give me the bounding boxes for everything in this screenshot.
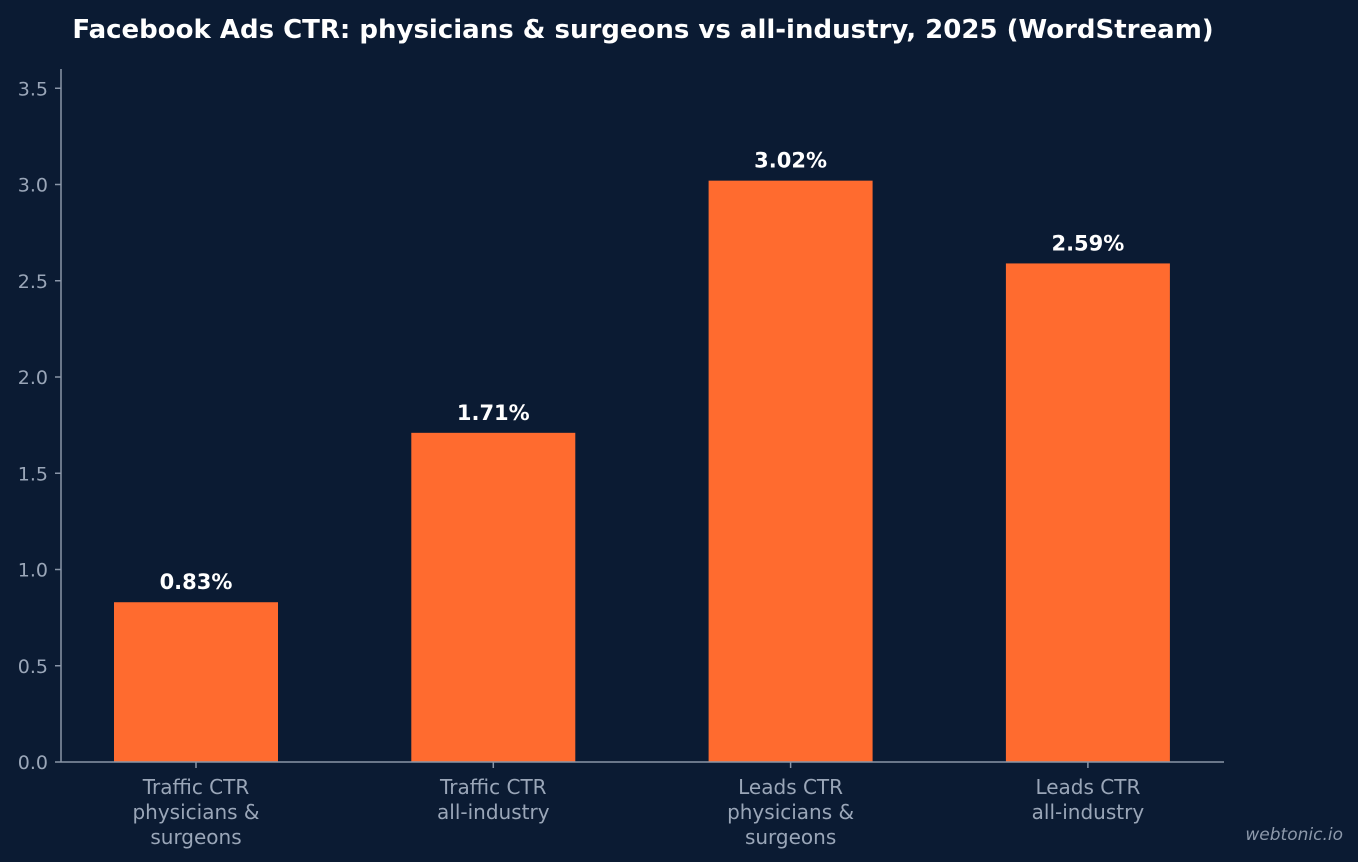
x-category-label: Leads CTR — [1035, 775, 1140, 799]
bar — [1005, 263, 1170, 762]
bar-group: 0.83% 1.71% 3.02% 2.59% — [114, 149, 1170, 762]
bar-value-label: 1.71% — [457, 401, 530, 425]
x-category-label: Leads CTR — [738, 775, 843, 799]
y-tick-label: 0.0 — [18, 752, 48, 774]
y-axis: 0.0 0.5 1.0 1.5 2.0 2.5 3.0 3.5 — [18, 69, 62, 774]
y-tick-label: 3.5 — [18, 78, 48, 100]
x-category-label: all-industry — [1032, 800, 1145, 824]
bar-value-label: 3.02% — [754, 149, 827, 173]
y-tick-label: 2.0 — [18, 367, 48, 389]
bar — [114, 602, 278, 762]
chart-title: Facebook Ads CTR: physicians & surgeons … — [72, 15, 1213, 45]
y-tick-label: 0.5 — [18, 656, 48, 678]
x-category-label: physicians & — [727, 800, 854, 824]
x-category-label: surgeons — [745, 825, 836, 849]
x-category-label: surgeons — [150, 825, 241, 849]
x-category-label: physicians & — [132, 800, 259, 824]
y-tick-label: 1.0 — [18, 560, 48, 582]
x-category-label: Traffic CTR — [439, 775, 547, 799]
bar-value-label: 0.83% — [160, 570, 233, 594]
x-category-label: all-industry — [437, 800, 550, 824]
x-category-label: Traffic CTR — [142, 775, 250, 799]
bar — [708, 180, 873, 762]
bar-value-label: 2.59% — [1051, 231, 1124, 255]
y-tick-label: 1.5 — [18, 463, 48, 485]
bar — [411, 432, 576, 762]
y-tick-label: 2.5 — [18, 271, 48, 293]
y-tick-label: 3.0 — [18, 175, 48, 197]
watermark: webtonic.io — [1245, 825, 1343, 845]
